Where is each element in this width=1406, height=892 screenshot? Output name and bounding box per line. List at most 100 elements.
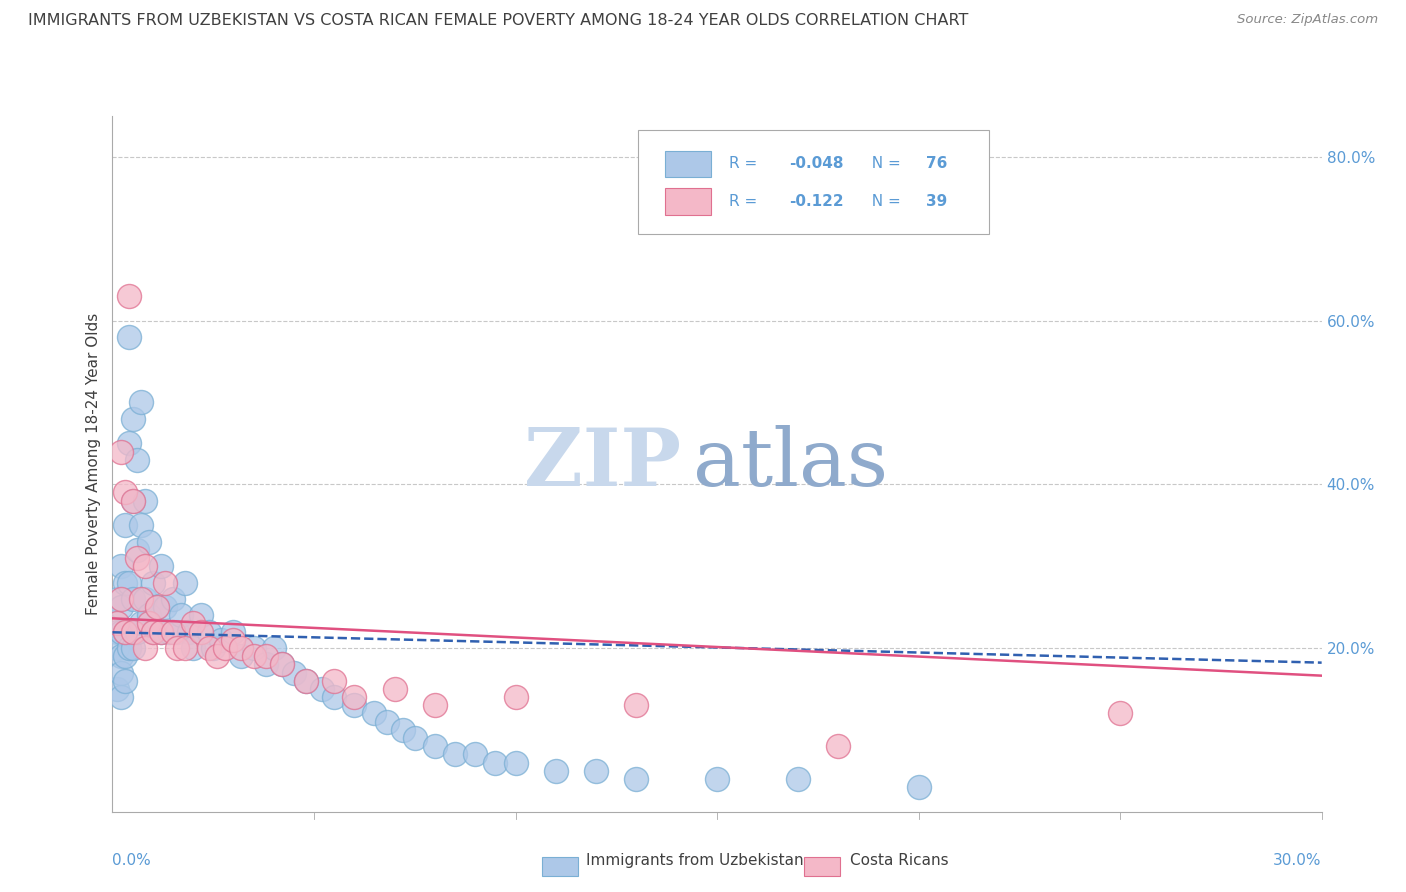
Point [114,649,136,664]
Text: ZIP: ZIP [524,425,681,503]
Point [105,640,128,655]
Point [110,665,132,680]
Text: Source: ZipAtlas.com: Source: ZipAtlas.com [1237,13,1378,27]
Point [254,649,277,664]
Text: N =: N = [862,194,911,209]
Point [134,559,156,574]
Point [254,657,277,672]
Point [142,624,165,639]
Point [125,551,148,566]
Point [146,600,169,615]
Point [391,723,413,737]
Point [153,600,176,615]
Point [181,616,204,631]
Text: IMMIGRANTS FROM UZBEKISTAN VS COSTA RICAN FEMALE POVERTY AMONG 18-24 YEAR OLDS C: IMMIGRANTS FROM UZBEKISTAN VS COSTA RICA… [28,13,969,29]
Point [105,591,128,606]
Point [114,575,136,590]
Point [149,559,172,574]
Point [190,608,212,623]
Point [544,764,567,778]
FancyBboxPatch shape [541,857,578,877]
Point [363,706,385,721]
Point [166,624,188,639]
Point [121,412,143,426]
Point [706,772,728,786]
Point [242,640,264,655]
Point [505,756,527,770]
Point [190,624,212,639]
Text: R =: R = [730,156,768,171]
Point [129,395,152,409]
Point [146,600,169,615]
Point [105,624,128,639]
Point [198,624,221,639]
Point [138,608,160,623]
Point [323,690,346,705]
Point [121,640,143,655]
Point [110,444,132,458]
Text: N =: N = [862,156,911,171]
Point [209,632,232,647]
Text: R =: R = [730,194,768,209]
Point [149,624,172,639]
Point [170,608,193,623]
Point [121,493,143,508]
Point [270,657,292,672]
Point [125,624,148,639]
Point [311,681,333,696]
Point [202,640,225,655]
Point [283,665,305,680]
Point [110,624,132,639]
Point [117,575,139,590]
Point [110,559,132,574]
Text: Immigrants from Uzbekistan: Immigrants from Uzbekistan [586,853,804,868]
Point [162,624,184,639]
Point [177,624,200,639]
Point [142,624,165,639]
Text: -0.048: -0.048 [790,156,844,171]
Point [114,673,136,688]
Point [295,673,318,688]
Point [626,698,648,713]
Point [114,518,136,533]
Point [505,690,527,705]
Point [138,616,160,631]
Point [125,452,148,467]
Point [423,739,446,754]
Point [114,624,136,639]
Point [384,681,406,696]
Point [121,493,143,508]
Text: Costa Ricans: Costa Ricans [851,853,949,868]
FancyBboxPatch shape [638,130,990,235]
Text: 76: 76 [927,156,948,171]
Point [343,698,366,713]
Point [231,640,253,655]
Point [270,657,292,672]
Point [129,616,152,631]
Point [110,649,132,664]
Point [142,575,165,590]
Point [121,591,143,606]
Point [626,772,648,786]
Point [174,575,197,590]
Point [231,649,253,664]
Point [114,485,136,500]
Point [121,624,143,639]
Point [464,747,486,762]
Point [786,772,808,786]
Point [105,616,128,631]
Point [134,640,156,655]
Point [323,673,346,688]
Point [117,289,139,303]
Text: 30.0%: 30.0% [1274,854,1322,869]
Point [827,739,849,754]
Point [105,681,128,696]
Point [198,640,221,655]
Text: -0.122: -0.122 [790,194,844,209]
FancyBboxPatch shape [804,857,841,877]
Point [129,518,152,533]
Point [444,747,467,762]
Point [222,624,245,639]
Point [134,591,156,606]
Point [423,698,446,713]
